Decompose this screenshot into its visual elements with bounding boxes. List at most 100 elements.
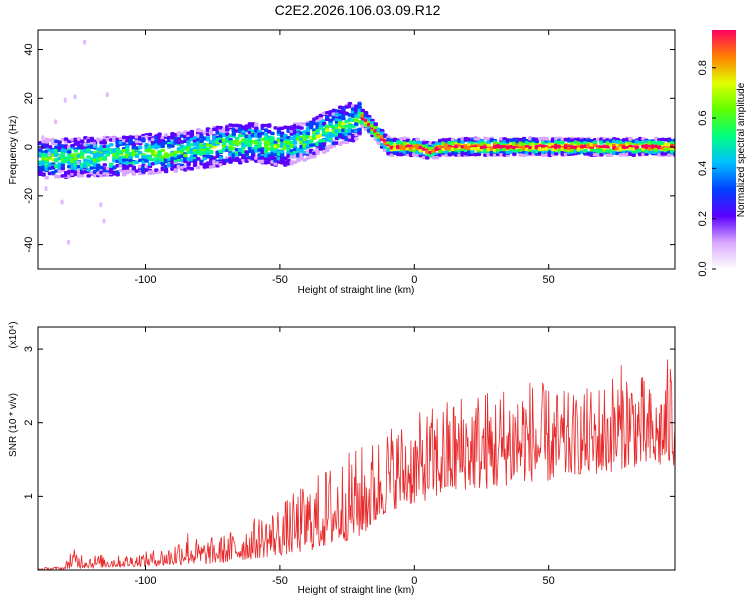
colorbar-gradient [712,30,736,269]
spectrogram-cell [192,154,198,158]
spectrogram-cell [144,134,149,139]
spectrogram-cell [325,115,330,119]
spectrogram-cell [86,168,91,172]
spectrogram-cell [47,151,51,157]
spectrogram-cell [231,132,237,136]
spectrogram-cell [360,116,366,121]
spectrogram-cell [157,170,162,174]
spectrogram-cell [257,144,262,149]
spectrogram-cell [315,128,320,133]
spectrogram-cell [592,140,598,144]
spectrogram-cell [76,136,82,141]
spectrogram-cell [134,154,140,159]
spectrogram-cell [41,173,46,177]
spectrogram-cell [431,149,436,154]
spectrogram-cell [347,101,353,106]
spectrogram-cell [176,137,182,141]
spectrogram-cell [102,156,108,161]
spectrogram-cell [57,140,62,144]
spectrogram-cell [354,137,359,141]
colorbar-label: Normalized spectral amplitude [736,82,747,217]
spectrogram-cell [86,148,91,152]
spectrogram-cell [125,144,130,149]
spectrogram-cell [599,153,604,157]
spectrogram-cell [67,149,72,154]
bottom-y-scale-label: (x10⁴) [8,321,19,348]
spectrogram-cell [266,124,272,128]
spectrogram-cell [257,134,262,138]
spectrogram-frame [37,29,676,270]
spectrogram-cell [654,148,659,152]
spectrogram-cell [308,139,314,144]
spectrogram-cell [237,160,243,165]
spectrogram-cell [341,122,346,126]
x-tick-label: -100 [134,274,156,286]
colorbar-tick-label: 0.8 [697,60,709,75]
top-x-axis-label: Height of straight line (km) [298,285,415,296]
spectrogram-cell [73,149,78,153]
spectrogram-cell [44,186,48,192]
spectrogram-cell [137,150,143,155]
x-tick-label: -100 [134,575,156,587]
spectrogram-cell [434,155,440,160]
spectrogram-cell [415,137,420,142]
spectrogram-cell [357,127,362,132]
spectrogram-cell [305,128,311,133]
x-tick-label: 50 [543,274,555,286]
spectrogram-cell [134,160,140,164]
spectrogram-cell [325,128,330,132]
spectrogram-cell [357,105,362,109]
spectrogram-cell [79,140,85,144]
spectrogram-cell [357,102,362,106]
spectrogram-cell [196,157,201,161]
spectrogram-cell [99,153,104,157]
spectrogram-cell [60,166,66,171]
spectrogram-cell [257,141,262,146]
spectrogram-cell [92,169,98,174]
spectrogram-cell [302,137,307,142]
spectrogram-cell [189,134,195,138]
spectrogram-cell [44,142,49,147]
spectrogram-cell [44,175,49,180]
spectrogram-cell [131,172,137,176]
spectrogram-cell [512,152,517,156]
spectrogram-cell [279,150,285,154]
spectrogram-cell [54,119,58,125]
snr-frame [37,326,676,571]
spectrogram-cell [460,140,466,144]
spectrogram-cell [279,154,285,158]
spectrogram-cell [150,149,156,153]
spectrogram-cell [160,144,166,148]
spectrogram-cell [254,126,259,131]
spectrogram-cell [131,143,137,147]
colorbar-tick-label: 0.4 [697,161,709,176]
page-title: C2E2.2026.106.03.09.R12 [274,2,441,18]
spectrogram-cell [257,129,262,134]
spectrogram-cell [186,139,191,144]
spectrogram-cell [125,150,130,154]
x-tick-label: 0 [411,575,417,587]
spectrogram-cell [50,171,56,175]
x-tick-label: 0 [411,274,417,286]
spectrogram-cell [128,163,133,168]
spectrogram-cell [373,122,378,127]
x-tick-label: -50 [272,274,288,286]
spectrogram-cell [131,166,137,171]
spectrogram-cell [628,137,633,141]
colorbar: 0.0 0.2 0.4 0.6 0.8 Normalized spectral ampl… [697,30,747,277]
y-tick-label: 1 [23,493,35,499]
spectrogram-cell [89,136,95,141]
spectrogram-cell [79,152,85,157]
spectrogram-cell [141,138,146,143]
spectrogram-cell [208,150,214,155]
spectrogram-cell [234,136,240,141]
spectrogram-panel: -100 -50 0 50 -40 -20 0 20 40 Height of straigh… [8,29,676,296]
spectrogram-cell [360,108,366,113]
spectrogram-cell [444,150,449,155]
spectrogram-cell [486,143,491,147]
x-tick-label: -50 [272,575,288,587]
spectrogram-cell [341,116,346,121]
spectrogram-cell [157,132,162,136]
spectrogram-cell [67,239,71,245]
